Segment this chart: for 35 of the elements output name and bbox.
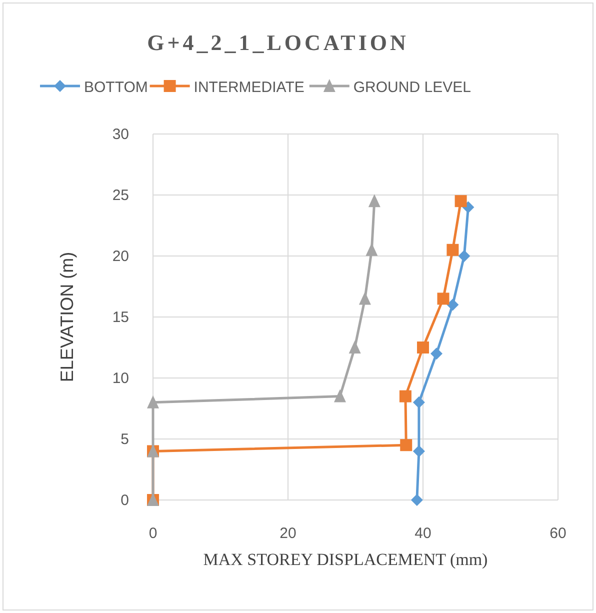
point: [147, 395, 159, 408]
point: [368, 194, 380, 208]
point: [454, 195, 467, 208]
point: [446, 298, 459, 311]
point: [412, 445, 425, 458]
point: [410, 494, 423, 506]
x-tick-label: 40: [414, 525, 432, 542]
point: [348, 340, 361, 354]
point: [430, 348, 442, 360]
legend-label: INTERMEDIATE: [194, 79, 304, 96]
y-tick-label: 10: [112, 370, 129, 387]
point: [437, 292, 450, 305]
point: [400, 439, 412, 452]
x-axis-title: MAX STOREY DISPLACEMENT (mm): [203, 550, 488, 569]
x-tick-label: 0: [148, 525, 158, 542]
y-tick-label: 15: [112, 309, 129, 326]
point: [458, 250, 470, 262]
point: [417, 342, 429, 354]
y-tick-label: 5: [120, 431, 129, 448]
y-axis-title: ELEVATION (m): [57, 252, 77, 382]
point: [399, 390, 412, 402]
point: [412, 396, 425, 408]
y-tick-label: 25: [112, 187, 129, 204]
x-tick-label: 60: [550, 525, 566, 542]
y-tick-label: 30: [112, 126, 129, 143]
y-tick-label: 0: [120, 492, 129, 509]
x-tick-label: 20: [280, 525, 296, 542]
point: [358, 292, 371, 305]
legend-label: GROUND LEVEL: [353, 79, 471, 96]
point: [334, 389, 346, 402]
point: [446, 244, 459, 256]
chart-title: G+4_2_1_LOCATION: [147, 30, 409, 55]
y-tick-label: 20: [112, 248, 129, 265]
point: [366, 242, 378, 256]
legend-label: BOTTOM: [84, 79, 148, 96]
